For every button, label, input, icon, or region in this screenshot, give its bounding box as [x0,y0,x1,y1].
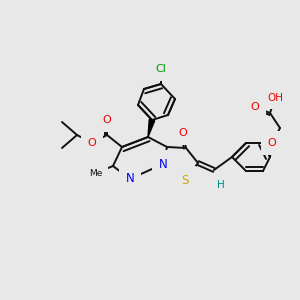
Text: O: O [178,128,188,138]
Text: N: N [126,172,134,185]
Text: Cl: Cl [156,64,167,74]
Text: O: O [250,102,260,112]
Text: O: O [103,115,111,125]
Text: Me: Me [89,169,103,178]
Text: O: O [88,138,96,148]
Text: OH: OH [267,93,283,103]
Text: N: N [159,158,167,170]
Text: H: H [217,180,225,190]
Polygon shape [148,119,155,137]
Text: S: S [181,173,189,187]
Text: O: O [268,138,276,148]
